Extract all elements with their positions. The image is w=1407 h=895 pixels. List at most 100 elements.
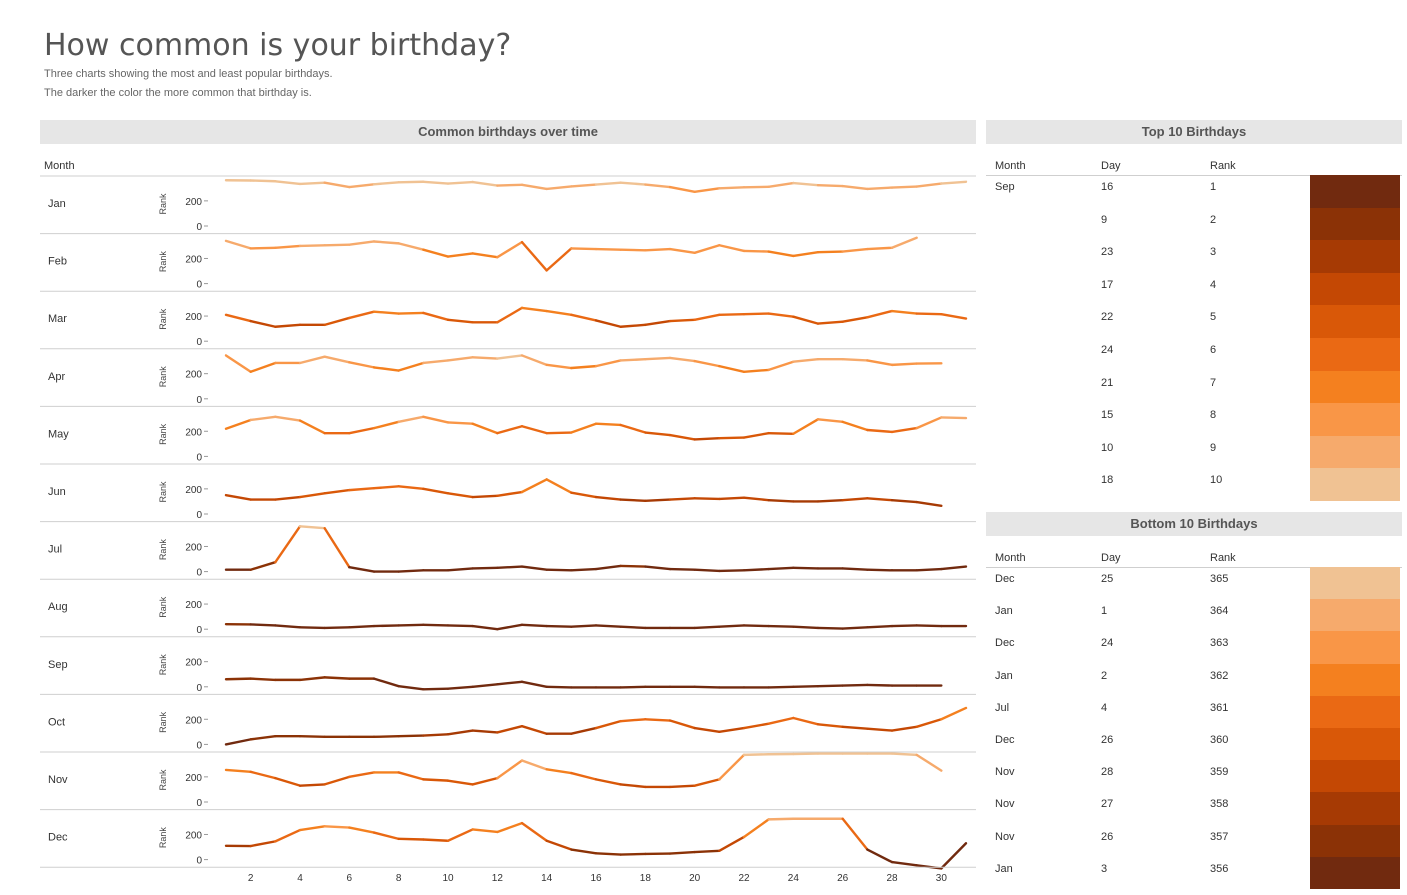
table-cell-rank: 2 (1210, 213, 1217, 226)
line-segment (545, 839, 573, 851)
table-cell-rank: 4 (1210, 278, 1217, 291)
table-cell-rank: 361 (1210, 701, 1229, 714)
line-segment (619, 358, 647, 362)
series-Apr (224, 354, 943, 373)
color-swatch (1310, 631, 1400, 664)
month-label: Jun (48, 486, 66, 498)
line-segment (249, 179, 277, 183)
color-swatch (1310, 856, 1400, 889)
line-segment (249, 246, 277, 250)
line-segment (767, 181, 795, 188)
line-segment (915, 567, 943, 572)
line-segment (496, 490, 524, 497)
line-segment (372, 181, 400, 186)
line-segment (767, 250, 795, 258)
month-label: Feb (48, 256, 67, 268)
line-segment (520, 821, 548, 842)
x-tick-label: 26 (837, 873, 849, 884)
table-cell-rank: 364 (1210, 605, 1229, 618)
line-segment (693, 685, 721, 689)
line-chart-row-header: Month (44, 160, 75, 172)
line-segment (274, 415, 302, 422)
table-cell-rank: 9 (1210, 441, 1217, 454)
x-tick-label: 28 (886, 873, 898, 884)
line-segment (397, 361, 425, 372)
line-segment (422, 248, 450, 258)
page-title: How common is your birthday? (44, 28, 512, 63)
line-segment (422, 733, 450, 737)
line-segment (693, 778, 721, 787)
line-segment (619, 625, 647, 630)
line-segment (742, 818, 770, 839)
line-segment (594, 181, 622, 186)
line-segment (471, 729, 499, 734)
line-segment (274, 244, 302, 249)
y-axis-title: Rank (158, 539, 168, 561)
line-segment (718, 364, 746, 373)
line-segment (742, 496, 770, 502)
line-segment (816, 183, 844, 188)
line-segment (668, 185, 696, 194)
table-cell-day: 10 (1101, 441, 1114, 454)
line-segment (693, 625, 721, 630)
line-segment (446, 624, 474, 628)
line-segment (323, 355, 351, 364)
line-segment (274, 525, 302, 564)
table-cell-day: 24 (1101, 637, 1114, 650)
line-segment (890, 725, 918, 732)
line-segment (224, 493, 252, 501)
table-cell-day: 21 (1101, 376, 1114, 389)
line-segment (915, 312, 943, 316)
line-segment (668, 433, 696, 441)
line-segment (767, 498, 795, 503)
line-segment (422, 311, 450, 322)
line-segment (668, 850, 696, 855)
line-segment (890, 236, 918, 249)
line-segment (594, 495, 622, 501)
color-swatch (1310, 435, 1400, 469)
line-segment (619, 783, 647, 789)
line-segment (693, 497, 721, 501)
line-segment (841, 184, 869, 191)
line-segment (644, 319, 672, 327)
x-tick-label: 12 (492, 873, 504, 884)
page-subtitle-line2: The darker the color the more common tha… (44, 87, 312, 99)
series-Sep (224, 676, 943, 691)
table-cell-rank: 358 (1210, 798, 1229, 811)
line-segment (767, 312, 795, 318)
line-segment (841, 817, 869, 851)
x-tick-label: 4 (297, 873, 303, 884)
line-segment (545, 568, 573, 572)
top10-header-rule (986, 175, 1402, 176)
line-segment (890, 860, 918, 867)
line-segment (446, 729, 474, 736)
y-tick-label: 200 (185, 542, 202, 553)
y-tick-label: 200 (185, 254, 202, 265)
table-cell-month: Dec (995, 734, 1015, 746)
month-label: Oct (48, 716, 65, 728)
line-segment (323, 825, 351, 829)
line-segment (841, 567, 869, 571)
line-segment (767, 817, 795, 821)
series-Dec (224, 817, 968, 870)
top10-col-rank: Rank (1210, 160, 1236, 172)
line-segment (718, 569, 746, 573)
line-segment (298, 626, 326, 630)
line-segment (274, 495, 302, 501)
line-segment (866, 359, 894, 367)
y-axis-title: Rank (158, 654, 168, 676)
line-segment (372, 366, 400, 372)
month-label: Dec (48, 832, 68, 844)
line-segment (570, 771, 598, 781)
line-segment (866, 186, 894, 191)
series-May (224, 415, 968, 441)
line-segment (718, 835, 746, 853)
line-segment (767, 431, 795, 435)
color-swatch (1310, 468, 1400, 501)
color-swatch (1310, 403, 1400, 436)
line-segment (792, 684, 820, 688)
line-segment (594, 359, 622, 368)
line-segment (594, 852, 622, 856)
y-tick-label: 0 (196, 798, 202, 809)
line-segment (348, 361, 376, 369)
